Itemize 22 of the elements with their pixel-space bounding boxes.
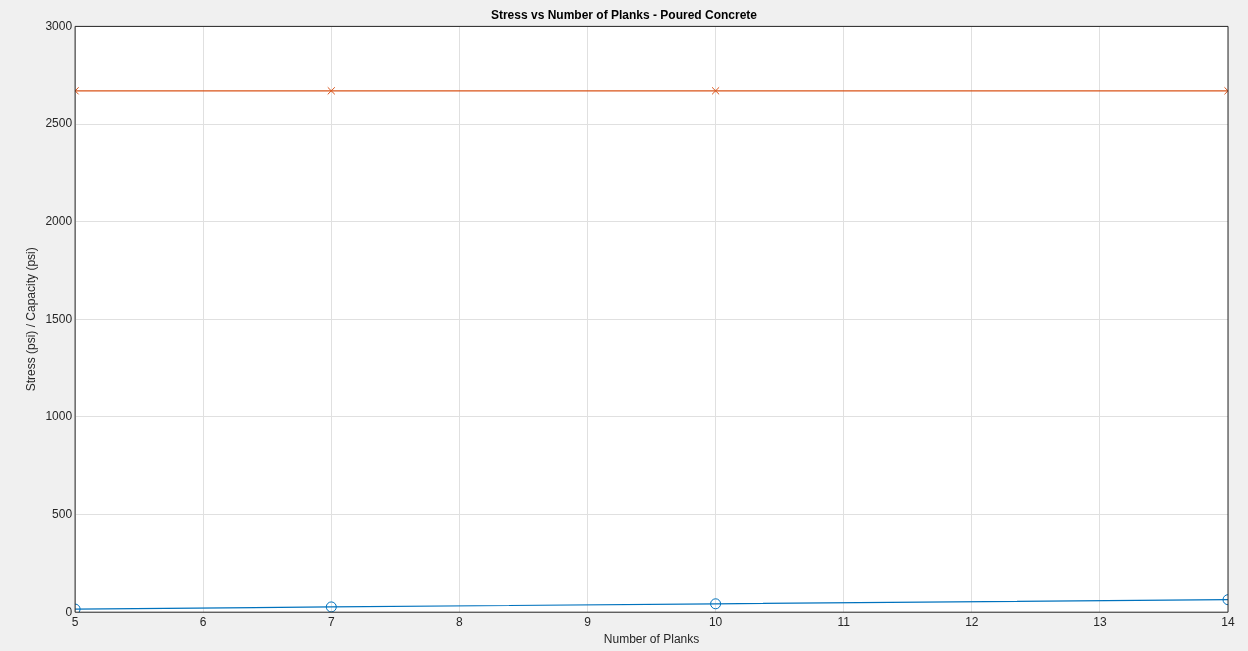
x-tick-label: 7	[327, 614, 335, 629]
chart-title: Stress vs Number of Planks - Poured Concrete	[490, 7, 758, 22]
x-tick-label: 10	[708, 614, 723, 629]
x-tick-label: 8	[456, 614, 464, 629]
x-tick-label: 9	[584, 614, 592, 629]
x-tick-label: 11	[837, 614, 851, 629]
x-tick-label: 5	[71, 614, 79, 629]
y-tick-label: 3000	[45, 18, 73, 33]
x-tick-label: 14	[1221, 614, 1235, 629]
y-tick-label: 2000	[45, 213, 73, 228]
x-tick-label: 13	[1093, 614, 1107, 629]
y-tick-label: 1000	[45, 409, 73, 424]
y-axis-title: Stress (psi) / Capacity (psi)	[23, 247, 38, 392]
x-tick-label: 6	[199, 614, 207, 629]
y-tick-label: 1500	[45, 311, 73, 326]
x-tick-label: 12	[965, 614, 979, 629]
y-tick-label: 0	[65, 604, 73, 619]
y-tick-label: 500	[52, 506, 73, 521]
y-tick-label: 2500	[45, 116, 73, 131]
x-axis-title: Number of Planks	[603, 632, 700, 647]
point	[327, 86, 336, 95]
point	[711, 86, 720, 95]
